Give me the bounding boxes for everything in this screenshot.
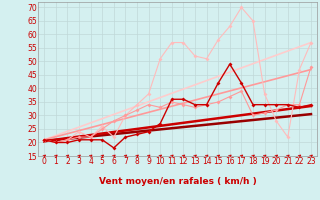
X-axis label: Vent moyen/en rafales ( km/h ): Vent moyen/en rafales ( km/h ) — [99, 178, 256, 186]
